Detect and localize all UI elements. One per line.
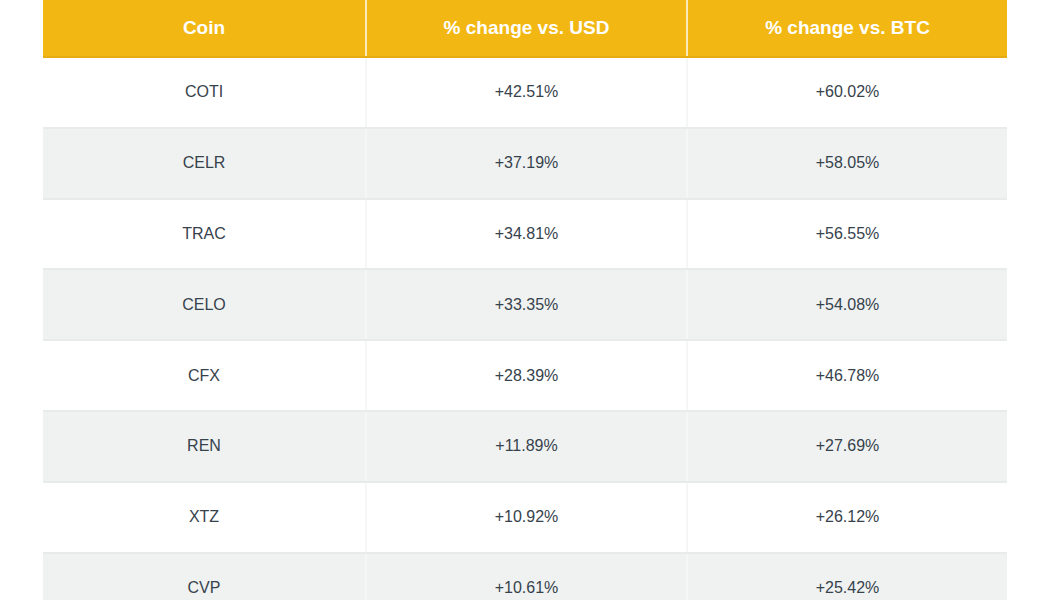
table-row: CELO +33.35% +54.08% [43, 270, 1007, 341]
usd-change-cell: +33.35% [365, 270, 686, 339]
btc-change-cell: +26.12% [686, 483, 1007, 552]
coin-cell: COTI [43, 58, 365, 127]
table-row: CVP +10.61% +25.42% [43, 554, 1007, 600]
btc-change-cell: +60.02% [686, 58, 1007, 127]
coin-cell: REN [43, 412, 365, 481]
header-change-vs-usd: % change vs. USD [365, 0, 686, 56]
table-row: COTI +42.51% +60.02% [43, 58, 1007, 129]
header-coin: Coin [43, 0, 365, 56]
btc-change-cell: +46.78% [686, 341, 1007, 410]
table-row: CELR +37.19% +58.05% [43, 129, 1007, 200]
table-row: TRAC +34.81% +56.55% [43, 200, 1007, 271]
btc-change-cell: +54.08% [686, 270, 1007, 339]
coin-cell: CVP [43, 554, 365, 600]
usd-change-cell: +28.39% [365, 341, 686, 410]
table-row: REN +11.89% +27.69% [43, 412, 1007, 483]
coin-cell: CELR [43, 129, 365, 198]
table-row: CFX +28.39% +46.78% [43, 341, 1007, 412]
usd-change-cell: +10.61% [365, 554, 686, 600]
btc-change-cell: +27.69% [686, 412, 1007, 481]
usd-change-cell: +11.89% [365, 412, 686, 481]
table-header-row: Coin % change vs. USD % change vs. BTC [43, 0, 1007, 58]
table-row: XTZ +10.92% +26.12% [43, 483, 1007, 554]
usd-change-cell: +37.19% [365, 129, 686, 198]
coin-cell: XTZ [43, 483, 365, 552]
btc-change-cell: +58.05% [686, 129, 1007, 198]
usd-change-cell: +34.81% [365, 200, 686, 269]
usd-change-cell: +10.92% [365, 483, 686, 552]
usd-change-cell: +42.51% [365, 58, 686, 127]
btc-change-cell: +25.42% [686, 554, 1007, 600]
header-change-vs-btc: % change vs. BTC [686, 0, 1007, 56]
coin-cell: CELO [43, 270, 365, 339]
coin-cell: CFX [43, 341, 365, 410]
btc-change-cell: +56.55% [686, 200, 1007, 269]
crypto-performance-table: Coin % change vs. USD % change vs. BTC C… [43, 0, 1007, 600]
coin-cell: TRAC [43, 200, 365, 269]
